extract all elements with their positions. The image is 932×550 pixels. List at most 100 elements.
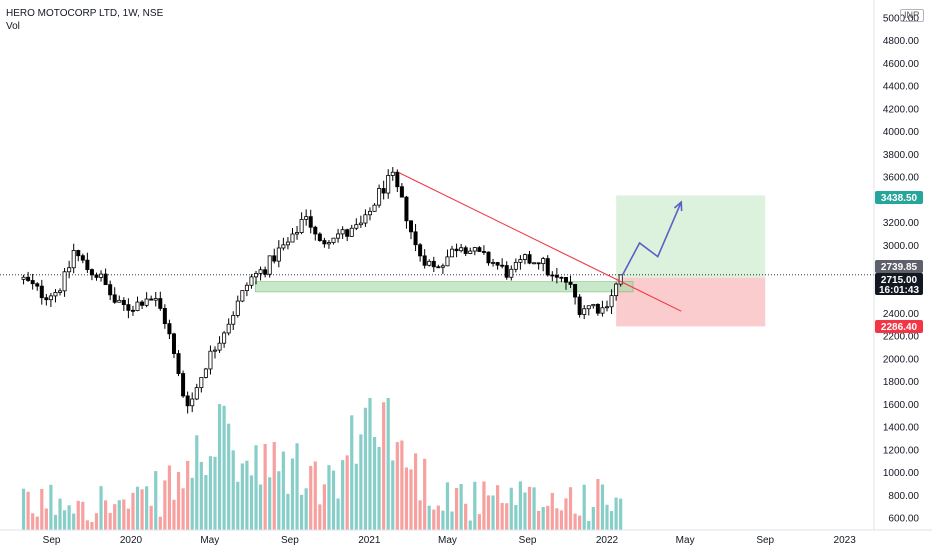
time-tick-label: May — [200, 535, 219, 546]
candle-body — [541, 258, 546, 265]
volume-indicator-label[interactable]: Vol — [6, 21, 20, 32]
volume-bar — [140, 489, 144, 530]
currency-label[interactable]: INR — [900, 9, 924, 22]
volume-bar — [163, 480, 167, 530]
volume-bar — [486, 495, 491, 530]
candle-body — [235, 300, 240, 316]
volume-bar — [450, 511, 454, 530]
candle-body — [295, 232, 300, 235]
candle-body — [367, 210, 372, 216]
volume-bar — [505, 503, 509, 530]
volume-bar — [181, 488, 185, 530]
volume-bar — [135, 486, 140, 530]
candle-body — [185, 395, 190, 407]
price-tick-label: 1600.00 — [883, 400, 920, 411]
volume-bar — [532, 487, 536, 530]
time-tick-label: Sep — [756, 535, 774, 546]
volume-bar — [459, 484, 463, 530]
price-tick-label: 3000.00 — [883, 241, 920, 252]
time-tick-label: 2021 — [358, 535, 381, 546]
time-axis[interactable]: Sep 2020 May Sep 2021 May Sep 2022 May Sep 2023 — [43, 535, 857, 546]
candle-body — [240, 290, 245, 302]
candle-body — [450, 248, 455, 258]
volume-bar — [158, 516, 162, 530]
symbol-title[interactable]: HERO MOTOCORP LTD, 1W, NSE — [6, 8, 164, 19]
candle-body — [89, 269, 94, 276]
candle-body — [85, 259, 90, 270]
price-tick-label: 2400.00 — [883, 309, 920, 320]
price-tick-label: 1200.00 — [883, 445, 920, 456]
target-price-badge — [875, 191, 923, 204]
volume-bar — [432, 509, 436, 530]
volume-bar — [31, 513, 35, 530]
time-tick-label: 2022 — [596, 535, 619, 546]
volume-bar — [578, 515, 582, 530]
price-tick-label: 1000.00 — [883, 468, 920, 479]
time-tick-label: 2023 — [834, 535, 857, 546]
candle-body — [614, 283, 619, 297]
candle-body — [349, 227, 354, 237]
candle-body — [427, 260, 432, 266]
volume-bar — [176, 471, 181, 530]
volume-bar — [564, 498, 568, 530]
volume-bar — [600, 484, 605, 530]
candle-body — [532, 262, 537, 265]
candle-body — [276, 247, 281, 262]
volume-bar — [331, 470, 336, 530]
candle-body — [481, 251, 486, 253]
volume-bar — [327, 465, 331, 530]
volume-bar — [477, 514, 481, 530]
candle-body — [386, 175, 391, 194]
volume-bar — [368, 398, 372, 530]
volume-bar — [546, 505, 550, 530]
volume-bar — [195, 435, 199, 530]
volume-bar — [350, 415, 354, 530]
candle-body — [377, 188, 382, 206]
volume-bar — [304, 488, 308, 530]
candle-body — [190, 398, 195, 407]
stop-zone — [616, 277, 766, 327]
candle-body — [112, 294, 117, 303]
volume-bar — [372, 436, 377, 530]
volume-bar — [418, 500, 422, 530]
volume-bar — [445, 482, 450, 530]
candle-body — [440, 265, 445, 268]
volume-bar — [245, 460, 249, 530]
last-price-badge — [875, 260, 923, 273]
candle-body — [53, 292, 58, 297]
volume-bar — [186, 460, 190, 530]
volume-bar — [227, 423, 231, 530]
price-tick-label: 2200.00 — [883, 332, 920, 343]
candle-body — [231, 315, 236, 325]
volume-bar — [609, 511, 614, 530]
volume-bar — [582, 484, 586, 530]
volume-bar — [300, 494, 304, 530]
candle-body — [372, 204, 377, 212]
drawings-layer[interactable] — [398, 172, 683, 312]
price-tick-label: 4000.00 — [883, 127, 920, 138]
price-axis[interactable]: 600.00 800.00 1000.00 1200.00 1400.00 1600.00… — [883, 14, 920, 525]
candle-body — [222, 332, 227, 344]
candle-body — [326, 242, 331, 245]
candle-body — [263, 269, 268, 275]
candle-body — [212, 349, 217, 352]
volume-bar — [26, 491, 30, 530]
stop-price-badge — [875, 320, 923, 333]
volume-bar — [35, 516, 39, 530]
candle-body — [559, 276, 564, 279]
descending-trendline — [398, 172, 682, 312]
volume-bar — [550, 492, 554, 530]
volume-bar — [518, 481, 522, 530]
price-tick-label: 5000.00 — [883, 14, 920, 25]
candle-body — [363, 214, 368, 224]
candle-body — [30, 280, 35, 285]
volume-bar — [213, 456, 217, 530]
candle-body — [299, 218, 304, 233]
volume-bar — [263, 443, 267, 530]
volume-bar — [404, 467, 409, 530]
candle-body — [609, 295, 614, 308]
candle-body — [308, 216, 313, 228]
candle-body — [313, 226, 318, 235]
volume-bars — [21, 398, 623, 530]
